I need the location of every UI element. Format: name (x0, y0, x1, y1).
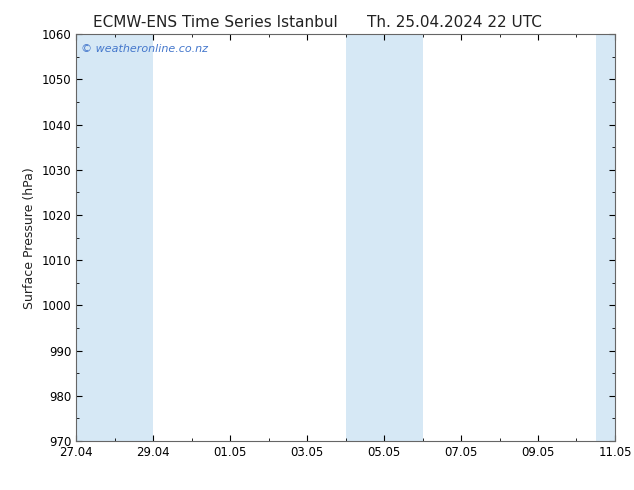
Y-axis label: Surface Pressure (hPa): Surface Pressure (hPa) (23, 167, 36, 309)
Bar (596, 34, 615, 441)
Bar (346, 34, 422, 441)
Text: © weatheronline.co.nz: © weatheronline.co.nz (81, 45, 209, 54)
Bar (76, 34, 153, 441)
Text: ECMW-ENS Time Series Istanbul      Th. 25.04.2024 22 UTC: ECMW-ENS Time Series Istanbul Th. 25.04.… (93, 15, 541, 30)
